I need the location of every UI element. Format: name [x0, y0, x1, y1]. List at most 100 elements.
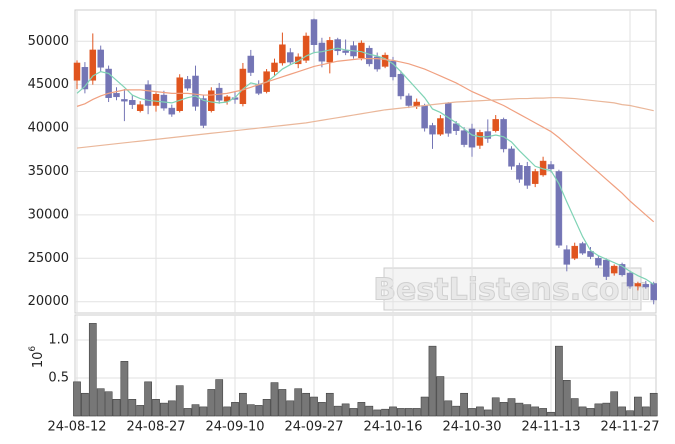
volume-bar	[254, 405, 263, 417]
volume-bar	[302, 392, 310, 417]
volume-bar	[223, 406, 231, 417]
candle-body	[247, 55, 255, 73]
volume-bar	[491, 397, 500, 417]
moving-average-line	[76, 97, 654, 149]
volume-bar	[144, 381, 152, 417]
volume-bar	[649, 392, 658, 417]
volume-bar	[547, 411, 555, 417]
volume-bar	[120, 361, 129, 417]
volume-bar	[389, 406, 397, 417]
candle-body	[626, 272, 634, 287]
volume-bar	[626, 410, 634, 417]
candle-body	[152, 93, 160, 106]
candle-body	[113, 93, 120, 98]
volume-bar	[594, 403, 603, 417]
candle-body	[366, 47, 373, 65]
candle-body	[200, 98, 207, 126]
y-tick-label: 30000	[28, 207, 69, 222]
candle-body	[595, 258, 602, 266]
x-tick-label: 24-11-13	[521, 420, 580, 435]
volume-bar	[81, 392, 89, 417]
candle-body	[342, 50, 349, 53]
candle-body	[460, 130, 468, 145]
volume-bar	[246, 404, 255, 417]
x-tick-label: 24-09-10	[205, 420, 264, 435]
candle-body	[310, 19, 318, 45]
candle-body	[468, 128, 476, 148]
y-tick-label: 35000	[28, 164, 69, 179]
candle-body	[97, 49, 104, 68]
volume-bar	[460, 392, 468, 417]
volume-bar	[420, 396, 429, 417]
candle-body	[239, 68, 247, 105]
candle-body	[555, 171, 563, 246]
volume-bar	[294, 388, 303, 417]
candle-body	[405, 95, 413, 106]
volume-bar	[199, 406, 208, 417]
candle-body	[381, 54, 389, 67]
volume-bar	[262, 399, 271, 417]
volume-bar	[341, 403, 350, 417]
volume-bar	[586, 408, 595, 417]
candle-body	[192, 75, 199, 107]
x-tick-label: 24-10-30	[442, 420, 501, 435]
x-tick-label: 24-08-27	[126, 420, 185, 435]
volume-bar	[333, 405, 342, 417]
candle-body	[618, 264, 626, 276]
volume-bar	[318, 402, 326, 417]
volume-bar	[555, 345, 563, 417]
candle-body	[531, 171, 539, 184]
volume-bar	[570, 398, 579, 417]
candle-body	[121, 99, 128, 102]
volume-bar	[231, 402, 239, 417]
candle-body	[287, 52, 294, 63]
candle-body	[610, 265, 618, 274]
volume-bar	[128, 399, 137, 417]
volume-bar	[610, 391, 619, 417]
volume-bar	[278, 389, 287, 417]
volume-bar	[160, 402, 168, 417]
candle-body	[73, 62, 81, 81]
volume-bar	[452, 405, 461, 417]
candle-body	[397, 73, 405, 97]
volume-bar	[349, 408, 358, 417]
volume-bar	[152, 399, 160, 417]
y-tick-label: 0.5	[48, 371, 69, 386]
volume-bar	[483, 409, 492, 417]
x-tick-label: 24-09-27	[284, 420, 343, 435]
candle-body	[547, 164, 555, 170]
volume-bar	[468, 408, 476, 417]
volume-bar	[215, 379, 224, 417]
volume-bar	[397, 408, 405, 417]
label-base: 10	[31, 352, 46, 369]
candle-body	[563, 249, 571, 265]
candle-body	[373, 56, 381, 70]
volume-bar	[444, 400, 453, 417]
candle-body	[429, 125, 436, 135]
y-tick-label: 50000	[28, 34, 69, 49]
volume-bar	[310, 396, 318, 417]
y-tick-label: 40000	[28, 121, 69, 136]
volume-bar	[136, 405, 145, 417]
y-tick-label: 25000	[28, 251, 69, 266]
watermark-box	[383, 267, 642, 311]
candle-body	[136, 104, 144, 111]
candle-body	[279, 44, 286, 64]
volume-bar	[618, 406, 626, 417]
candle-body	[208, 90, 215, 111]
volume-bar	[531, 406, 540, 417]
volume-bar	[412, 408, 421, 417]
volume-bar	[562, 380, 571, 417]
panel-frame	[74, 9, 657, 314]
candle-body	[294, 56, 302, 65]
candle-body	[389, 60, 397, 78]
candle-body	[437, 118, 444, 135]
candle-body	[476, 132, 484, 146]
volume-bar	[325, 392, 334, 417]
volume-bar	[357, 402, 366, 417]
candle-body	[271, 62, 278, 72]
x-tick-label: 24-08-12	[47, 420, 106, 435]
volume-bar	[270, 382, 279, 417]
watermark: BestListens.com	[373, 273, 651, 308]
